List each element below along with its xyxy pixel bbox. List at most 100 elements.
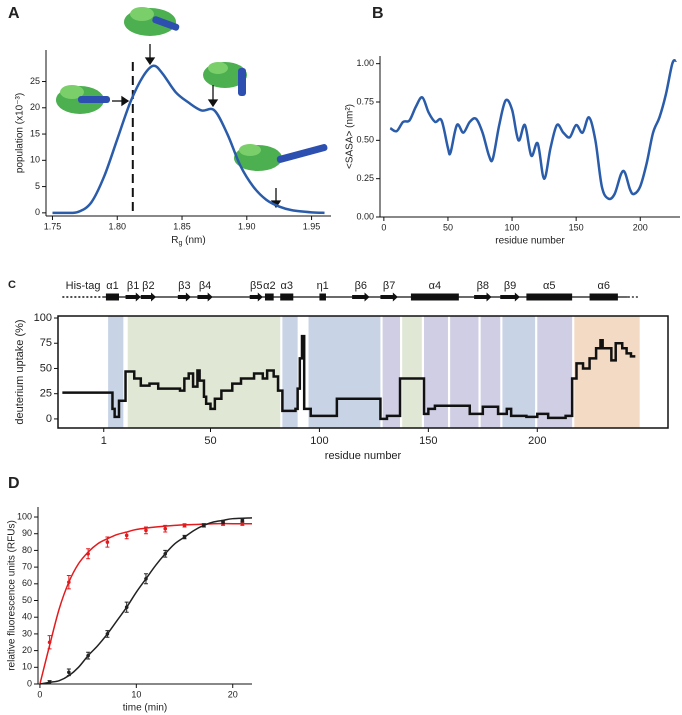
region	[537, 316, 573, 428]
region	[424, 316, 448, 428]
y-tick-label: 0	[46, 413, 52, 425]
data-point	[124, 605, 129, 609]
data-point	[182, 535, 187, 539]
x-axis-label-part: (nm)	[182, 235, 205, 246]
structure-label: β1	[127, 280, 139, 292]
y-tick-label: 90	[22, 528, 32, 538]
x-tick-label: 50	[204, 435, 216, 447]
data-point	[144, 528, 148, 533]
data-point	[67, 670, 71, 675]
structure-label: α1	[106, 280, 118, 292]
x-tick-label: 200	[633, 222, 648, 232]
region	[382, 316, 401, 428]
y-tick-label: 20	[30, 102, 40, 112]
y-tick-label: 75	[40, 337, 52, 349]
data-point	[86, 551, 90, 556]
x-tick-label: 1.80	[108, 221, 126, 231]
x-tick-label: 150	[569, 222, 584, 232]
y-tick-label: 0.00	[356, 211, 374, 221]
y-tick-label: 5	[35, 181, 40, 191]
region	[282, 316, 298, 428]
panel: A 1.75 1.80 1.85 1.90 1.95 0 5 10 15 20 25 Rg (nm) po…	[8, 5, 331, 247]
data-point	[47, 640, 52, 645]
y-tick-label: 70	[22, 561, 32, 571]
panel-letter: C	[8, 279, 16, 291]
structure-label: α2	[263, 280, 275, 292]
x-tick-label: 20	[228, 689, 238, 699]
structure-label: β7	[383, 280, 395, 292]
data-point	[240, 521, 245, 526]
structure-label: β8	[477, 280, 489, 292]
x-tick-label: 100	[505, 222, 520, 232]
x-tick-label: 1.95	[303, 221, 321, 231]
data-point	[163, 526, 168, 531]
data-point	[105, 632, 110, 636]
x-tick-label: 100	[310, 435, 328, 447]
data-point	[47, 680, 52, 685]
region	[127, 316, 281, 428]
x-axis-label: residue number	[495, 236, 565, 247]
structure-label: β6	[355, 280, 367, 292]
panel-letter: A	[8, 5, 20, 22]
region	[402, 316, 422, 428]
data-line	[52, 64, 325, 215]
y-tick-label: 60	[22, 578, 32, 588]
structure-label: β4	[199, 280, 211, 292]
x-tick-label: 1.75	[44, 221, 62, 231]
region	[450, 316, 479, 428]
y-tick-label: 10	[22, 662, 32, 672]
y-axis-label: relative fluorescence units (RFUs)	[7, 520, 18, 671]
x-tick-label: 0	[381, 222, 386, 232]
y-tick-label: 20	[22, 645, 32, 655]
y-tick-label: 50	[40, 362, 52, 374]
arrows	[112, 44, 282, 209]
x-tick-label: 200	[528, 435, 546, 447]
y-tick-label: 0	[35, 207, 40, 217]
structure-label: α4	[429, 280, 441, 292]
y-tick-label: 50	[22, 595, 32, 605]
y-tick-label: 40	[22, 612, 32, 622]
y-tick-label: 100	[34, 312, 52, 324]
axis-frame	[57, 315, 669, 429]
y-tick-label: 25	[30, 76, 40, 86]
panel: B 0 50 100 150 200 0.00 0.25 0.50 0.75 1.00 residue…	[345, 5, 680, 247]
x-tick-label: 0	[37, 689, 42, 699]
x-axis-label: residue number	[325, 450, 402, 462]
data-line	[389, 58, 677, 201]
y-tick-label: 15	[30, 128, 40, 138]
x-axis-label: Rg (nm)	[171, 235, 205, 247]
region	[308, 316, 381, 428]
y-axis-label: <SASA> (nm²)	[345, 104, 356, 169]
y-tick-label: 0.75	[356, 96, 374, 106]
data-point	[67, 580, 71, 584]
structure-label: β9	[504, 280, 516, 292]
x-tick-label: 10	[131, 689, 141, 699]
structure-label: η1	[317, 280, 329, 292]
x-axis-label-sub: g	[178, 240, 182, 247]
structure-label: α6	[597, 280, 609, 292]
region	[574, 316, 640, 428]
y-tick-label: 100	[17, 511, 32, 521]
panel-letter: B	[372, 5, 384, 22]
fit-line	[39, 522, 252, 685]
x-axis-label: time (min)	[123, 703, 167, 714]
data-point	[124, 533, 129, 538]
structure-label: β3	[178, 280, 190, 292]
x-tick-label: 1.90	[238, 221, 256, 231]
y-tick-label: 10	[30, 155, 40, 165]
region	[480, 316, 501, 428]
x-axis-label-part: R	[171, 235, 178, 246]
data-point	[86, 653, 90, 658]
data-point	[182, 523, 187, 528]
data-point	[202, 523, 206, 528]
structure-label: β2	[142, 280, 154, 292]
x-tick-label: 150	[419, 435, 437, 447]
y-tick-label: 1.00	[356, 58, 374, 68]
y-tick-label: 0.50	[356, 135, 374, 145]
structure-label: His-tag	[66, 280, 101, 292]
data-point	[105, 540, 110, 544]
y-tick-label: 25	[40, 388, 52, 400]
data-point	[240, 518, 245, 523]
